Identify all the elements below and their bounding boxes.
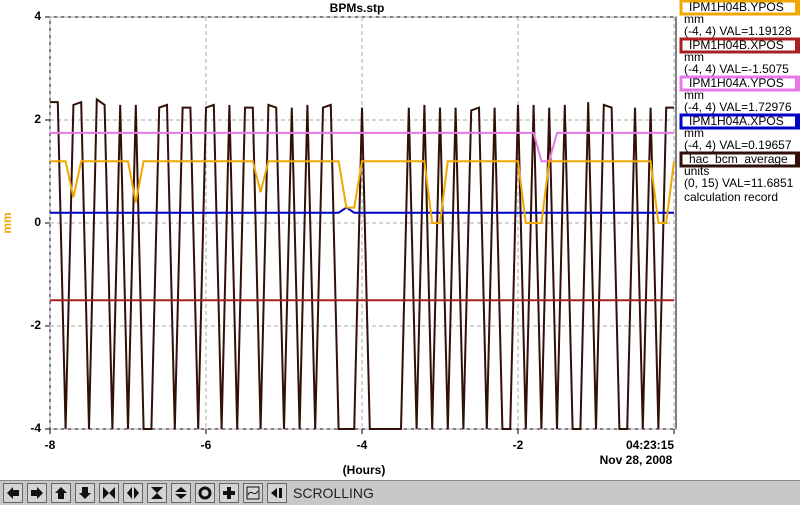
series-line	[50, 206, 674, 214]
x-axis-label: (Hours)	[343, 463, 386, 477]
scroll-up-button[interactable]	[51, 483, 71, 503]
x-date-label: Nov 28, 2008	[600, 453, 673, 467]
legend-swatch	[679, 113, 800, 130]
scroll-right-button[interactable]	[27, 483, 47, 503]
mode-label: SCROLLING	[293, 485, 374, 501]
x-tick-label: 04:23:15	[626, 438, 674, 452]
reset-button[interactable]	[219, 483, 239, 503]
x-tick-label: -4	[357, 438, 368, 452]
y-tick-label: 2	[34, 112, 41, 126]
legend-swatch	[679, 151, 800, 168]
legend-name: IPM1H04A.XPOS	[689, 114, 784, 128]
legend-swatch-edge	[795, 152, 800, 167]
y-tick-label: -4	[30, 421, 41, 435]
scroll-down-button[interactable]	[75, 483, 95, 503]
legend-swatch	[679, 75, 800, 92]
legend-unit: units	[684, 164, 709, 178]
zoom-out-x-button[interactable]	[123, 483, 143, 503]
legend-swatch-edge	[795, 76, 800, 91]
legend-name: IPM1H04A.YPOS	[689, 76, 784, 90]
toolbar: SCROLLING	[0, 480, 800, 505]
legend-swatch	[679, 0, 800, 16]
y-tick-label: -2	[30, 318, 41, 332]
pause-button[interactable]	[267, 483, 287, 503]
legend-range: (-4, 4) VAL=-1.5075	[684, 62, 789, 76]
legend-swatch	[679, 37, 800, 54]
series-line	[50, 160, 675, 224]
scroll-mode-button[interactable]	[243, 483, 263, 503]
series-line	[50, 97, 674, 430]
legend-range: (-4, 4) VAL=1.72976	[684, 100, 792, 114]
legend-swatch-edge	[795, 38, 800, 53]
legend-unit: mm	[684, 50, 704, 64]
y-tick-label: 0	[34, 215, 41, 229]
legend-range: (-4, 4) VAL=0.19657	[684, 138, 792, 152]
legend-swatch-edge	[795, 114, 800, 129]
auto-scale-button[interactable]	[195, 483, 215, 503]
legend-unit: mm	[684, 12, 704, 26]
zoom-out-y-button[interactable]	[171, 483, 191, 503]
legend-unit: mm	[684, 88, 704, 102]
legend-name: IPM1H04B.XPOS	[689, 38, 784, 52]
legend-range: (0, 15) VAL=11.6851	[684, 176, 794, 190]
y-tick-label: 4	[34, 9, 41, 23]
x-tick-label: -2	[513, 438, 524, 452]
zoom-in-x-button[interactable]	[99, 483, 119, 503]
chart: BPMs.stp (Hours) Nov 28, 2008 mm -4 -2 0 2 4…	[0, 0, 800, 477]
scroll-left-button[interactable]	[3, 483, 23, 503]
x-tick-label: -8	[45, 438, 56, 452]
legend-name: hac_bcm_average	[689, 152, 788, 166]
legend-unit: mm	[684, 126, 704, 140]
legend-description: calculation record	[684, 190, 778, 204]
legend-range: (-4, 4) VAL=1.19128	[684, 24, 792, 38]
series-line	[50, 131, 674, 163]
zoom-in-y-button[interactable]	[147, 483, 167, 503]
chart-title: BPMs.stp	[330, 1, 385, 15]
legend-swatch-edge	[795, 0, 800, 15]
legend-name: IPM1H04B.YPOS	[689, 0, 784, 14]
x-tick-label: -6	[201, 438, 212, 452]
y-axis-label: mm	[0, 212, 14, 233]
